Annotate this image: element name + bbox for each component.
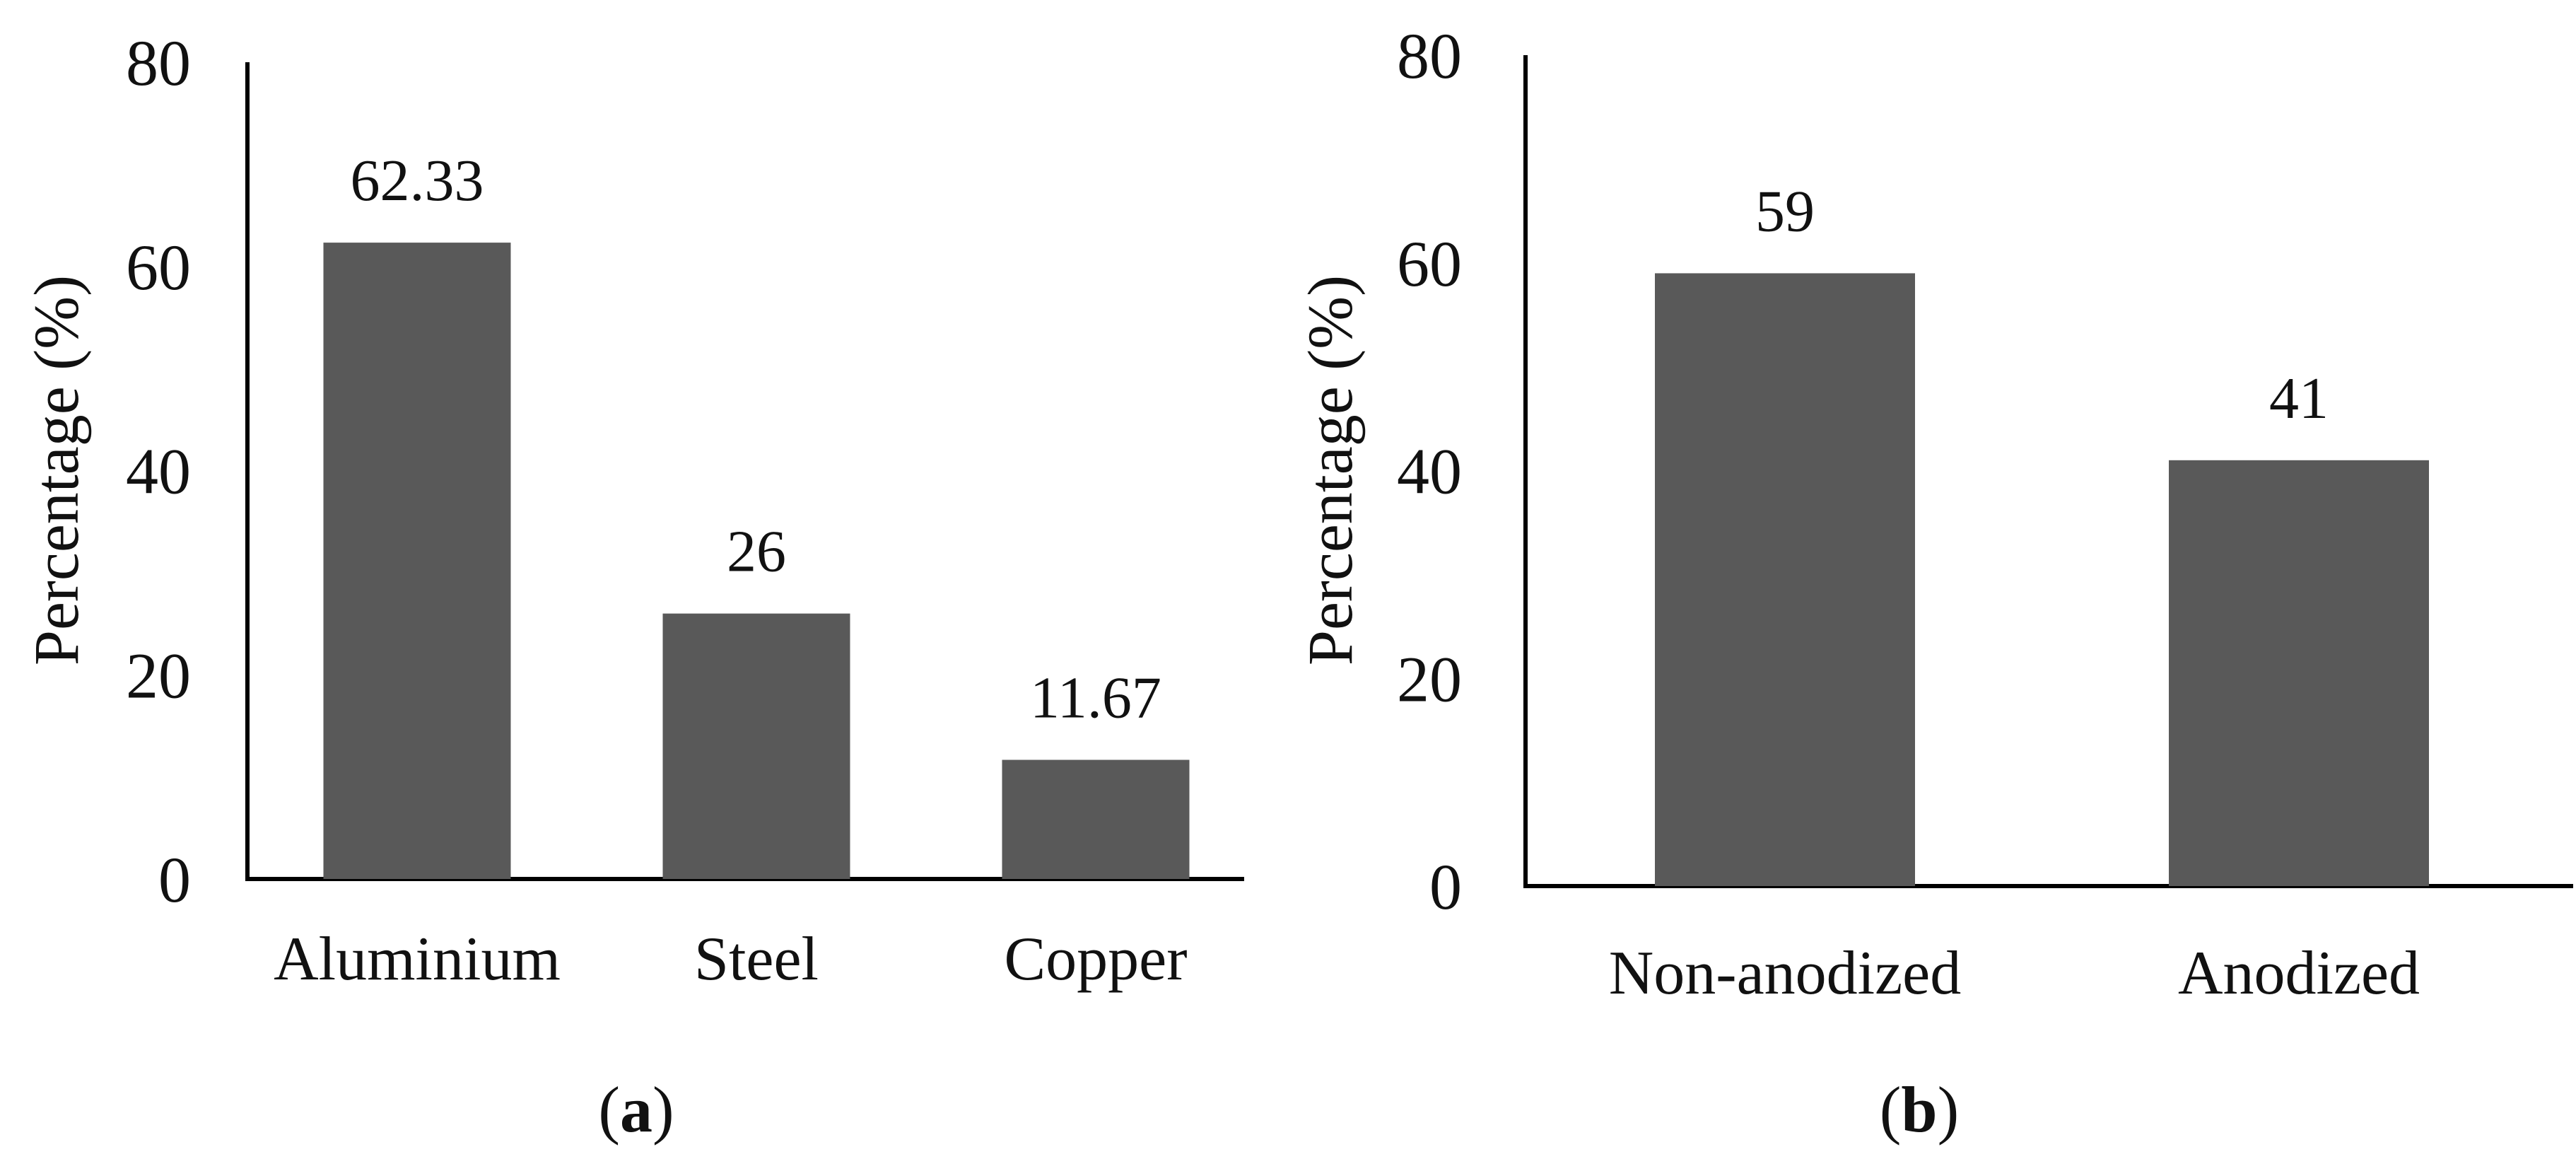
- bar-non-anodized: [1655, 273, 1915, 886]
- y-tick-label-b-0: 0: [1429, 851, 1462, 923]
- category-label-non-anodized: Non-anodized: [1609, 939, 1961, 1008]
- y-axis-title-a: Percentage (%): [22, 275, 92, 665]
- bar-aluminium: [323, 243, 511, 880]
- y-tick-label-a-2: 40: [126, 436, 191, 508]
- value-labels-b: 59 41: [1755, 178, 2329, 431]
- category-labels-a: Aluminium Steel Copper: [274, 925, 1187, 994]
- bars-a: [323, 243, 1190, 880]
- category-labels-b: Non-anodized Anodized: [1609, 939, 2420, 1008]
- y-tick-label-b-4: 80: [1397, 20, 1462, 92]
- y-tick-label-b-2: 40: [1397, 436, 1462, 508]
- bar-copper: [1002, 759, 1190, 879]
- chart-panel-b: 0 20 40 60 80 59 41 Non-anodized Anodized Perc…: [1296, 20, 2573, 1146]
- y-tick-label-b-1: 20: [1397, 643, 1462, 715]
- panel-letter-b: b: [1901, 1073, 1937, 1146]
- bar-anodized: [2169, 460, 2429, 886]
- y-tick-label-a-4: 80: [126, 27, 191, 99]
- bars-b: [1655, 273, 2429, 886]
- value-label-aluminium: 62.33: [351, 148, 484, 214]
- value-label-steel: 26: [727, 519, 786, 585]
- panel-label-b: (b): [1880, 1073, 1959, 1146]
- y-tick-labels-b: 0 20 40 60 80: [1397, 20, 1462, 923]
- value-label-non-anodized: 59: [1755, 178, 1815, 244]
- value-label-copper: 11.67: [1030, 665, 1161, 731]
- category-label-steel: Steel: [694, 925, 819, 994]
- y-tick-label-a-1: 20: [126, 639, 191, 711]
- y-tick-labels-a: 0 20 40 60 80: [126, 27, 191, 916]
- chart-panel-a: 0 20 40 60 80 62.33 26 11.67 Aluminium Steel Cop…: [22, 27, 1244, 1146]
- value-label-anodized: 41: [2269, 366, 2329, 431]
- value-labels-a: 62.33 26 11.67: [351, 148, 1161, 730]
- category-label-anodized: Anodized: [2178, 939, 2420, 1008]
- panel-letter-a: a: [620, 1073, 652, 1146]
- y-tick-label-b-3: 60: [1397, 228, 1462, 300]
- panel-label-a: (a): [598, 1073, 674, 1146]
- category-label-copper: Copper: [1004, 925, 1187, 994]
- y-tick-label-a-3: 60: [126, 231, 191, 303]
- bar-steel: [662, 613, 850, 879]
- category-label-aluminium: Aluminium: [274, 925, 561, 994]
- y-tick-label-a-0: 0: [158, 844, 191, 916]
- y-axis-title-b: Percentage (%): [1296, 275, 1366, 665]
